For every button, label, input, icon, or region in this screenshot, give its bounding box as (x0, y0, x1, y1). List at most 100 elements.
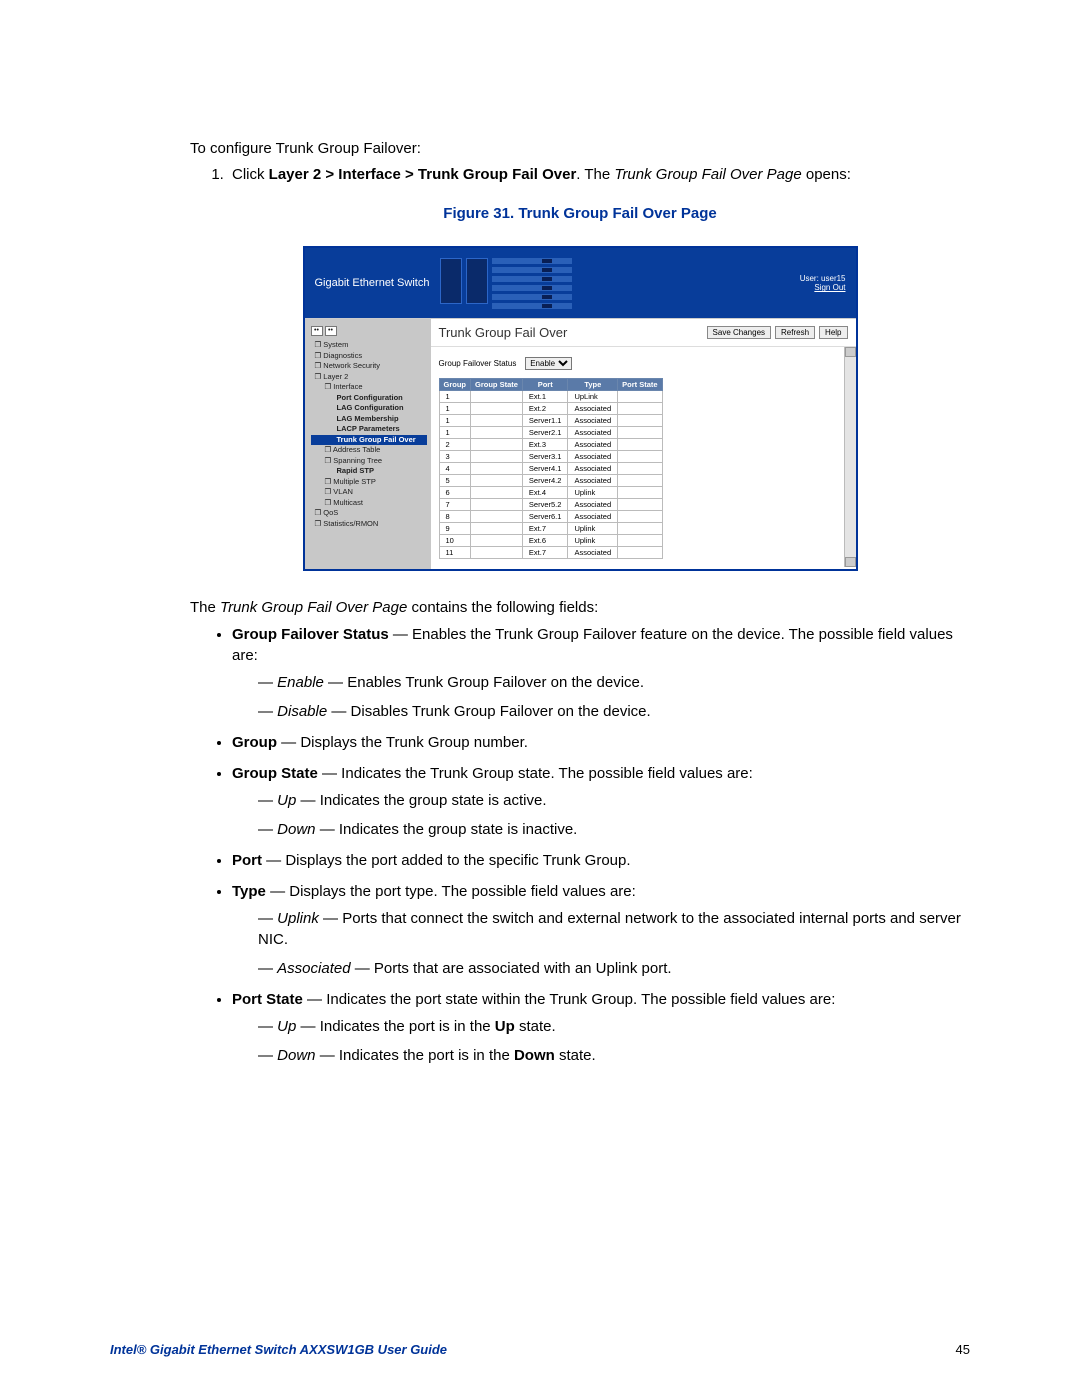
main-panel: Trunk Group Fail Over Save Changes Refre… (431, 319, 856, 569)
tree-node[interactable]: LACP Parameters (311, 424, 427, 435)
table-cell (618, 535, 662, 547)
help-button[interactable]: Help (819, 326, 847, 339)
table-cell: Server4.1 (522, 463, 568, 475)
value-port-down: Down — Indicates the port is in the Down… (258, 1045, 970, 1066)
table-cell: Server2.1 (522, 427, 568, 439)
table-cell (471, 535, 523, 547)
field-group: Group — Displays the Trunk Group number. (232, 732, 970, 753)
step1-bold: Layer 2 > Interface > Trunk Group Fail O… (269, 166, 577, 183)
tree-node[interactable]: ❐ Multiple STP (311, 477, 427, 488)
table-cell: Associated (568, 451, 618, 463)
table-cell: 6 (439, 487, 471, 499)
table-cell: Uplink (568, 523, 618, 535)
table-cell: Ext.7 (522, 523, 568, 535)
table-cell (471, 463, 523, 475)
status-label: Group Failover Status (439, 359, 517, 368)
tree-node[interactable]: ❐ Interface (311, 382, 427, 393)
table-cell: 1 (439, 427, 471, 439)
table-row: 1Server1.1Associated (439, 415, 662, 427)
status-select[interactable]: Enable (525, 357, 572, 370)
step1-prefix: Click (232, 166, 269, 183)
table-cell (618, 427, 662, 439)
table-cell: 1 (439, 391, 471, 403)
signout-link[interactable]: Sign Out (814, 283, 845, 292)
scroll-down-icon[interactable] (845, 557, 856, 567)
table-row: 11Ext.7Associated (439, 547, 662, 559)
table-row: 1 Ext.1UpLink (439, 391, 662, 403)
table-cell (618, 499, 662, 511)
tree-node[interactable]: Rapid STP (311, 466, 427, 477)
tree-node[interactable]: Trunk Group Fail Over (311, 435, 427, 446)
table-cell: Server3.1 (522, 451, 568, 463)
table-cell (471, 451, 523, 463)
table-cell (618, 403, 662, 415)
field-port: Port — Displays the port added to the sp… (232, 850, 970, 871)
table-row: 6Ext.4Uplink (439, 487, 662, 499)
table-header: Port State (618, 379, 662, 391)
tree-node[interactable]: LAG Configuration (311, 403, 427, 414)
table-cell (471, 439, 523, 451)
tree-node[interactable]: ❐ Layer 2 (311, 372, 427, 383)
table-row: 2Ext.3Associated (439, 439, 662, 451)
table-row: 10Ext.6Uplink (439, 535, 662, 547)
table-cell: 7 (439, 499, 471, 511)
save-button[interactable]: Save Changes (707, 326, 771, 339)
value-enable: Enable — Enables Trunk Group Failover on… (258, 672, 970, 693)
table-cell (618, 391, 662, 403)
tree-node[interactable]: ❐ Multicast (311, 498, 427, 509)
user-label: User: user15 (800, 274, 846, 283)
fields-intro: The Trunk Group Fail Over Page contains … (190, 597, 970, 618)
tree-node[interactable]: ❐ VLAN (311, 487, 427, 498)
user-block: User: user15 Sign Out (800, 274, 846, 292)
value-disable: Disable — Disables Trunk Group Failover … (258, 701, 970, 722)
table-cell (618, 523, 662, 535)
table-cell: Associated (568, 403, 618, 415)
tree-node[interactable]: ❐ Network Security (311, 361, 427, 372)
table-cell: Associated (568, 415, 618, 427)
table-cell: Ext.6 (522, 535, 568, 547)
step1-mid: . The (576, 166, 614, 183)
table-cell: 1 (439, 403, 471, 415)
table-cell: Ext.1 (522, 391, 568, 403)
tree-node[interactable]: LAG Membership (311, 414, 427, 425)
table-cell: Ext.7 (522, 547, 568, 559)
step1-suffix: opens: (802, 166, 851, 183)
table-cell (471, 415, 523, 427)
table-cell: 5 (439, 475, 471, 487)
screenshot-header: Gigabit Ethernet Switch User: user15 Sig… (305, 248, 856, 318)
tree-node[interactable]: ❐ System (311, 340, 427, 351)
tree-node[interactable]: ❐ Spanning Tree (311, 456, 427, 467)
table-cell (471, 391, 523, 403)
refresh-button[interactable]: Refresh (775, 326, 815, 339)
table-cell: Associated (568, 439, 618, 451)
table-cell: 4 (439, 463, 471, 475)
table-row: 1 Ext.2Associated (439, 403, 662, 415)
step1-italic: Trunk Group Fail Over Page (614, 166, 801, 183)
table-cell: Ext.3 (522, 439, 568, 451)
table-cell: 11 (439, 547, 471, 559)
table-cell: Associated (568, 499, 618, 511)
table-cell (618, 463, 662, 475)
table-cell: Uplink (568, 487, 618, 499)
table-header: Group State (471, 379, 523, 391)
tree-node[interactable]: Port Configuration (311, 393, 427, 404)
tree-node[interactable]: ❐ Statistics/RMON (311, 519, 427, 530)
table-row: 8Server6.1Associated (439, 511, 662, 523)
table-cell: 8 (439, 511, 471, 523)
value-type-associated: Associated — Ports that are associated w… (258, 958, 970, 979)
table-row: 4Server4.1Associated (439, 463, 662, 475)
tree-node[interactable]: ❐ Diagnostics (311, 351, 427, 362)
table-cell: Ext.2 (522, 403, 568, 415)
table-cell (618, 439, 662, 451)
device-graphic (440, 258, 600, 309)
table-cell (471, 547, 523, 559)
table-cell: Associated (568, 475, 618, 487)
tree-node[interactable]: ❐ Address Table (311, 445, 427, 456)
table-cell (618, 547, 662, 559)
tree-node[interactable]: ❐ QoS (311, 508, 427, 519)
table-cell (618, 451, 662, 463)
table-row: 5Server4.2Associated (439, 475, 662, 487)
scrollbar[interactable] (844, 347, 856, 567)
table-cell: UpLink (568, 391, 618, 403)
scroll-up-icon[interactable] (845, 347, 856, 357)
